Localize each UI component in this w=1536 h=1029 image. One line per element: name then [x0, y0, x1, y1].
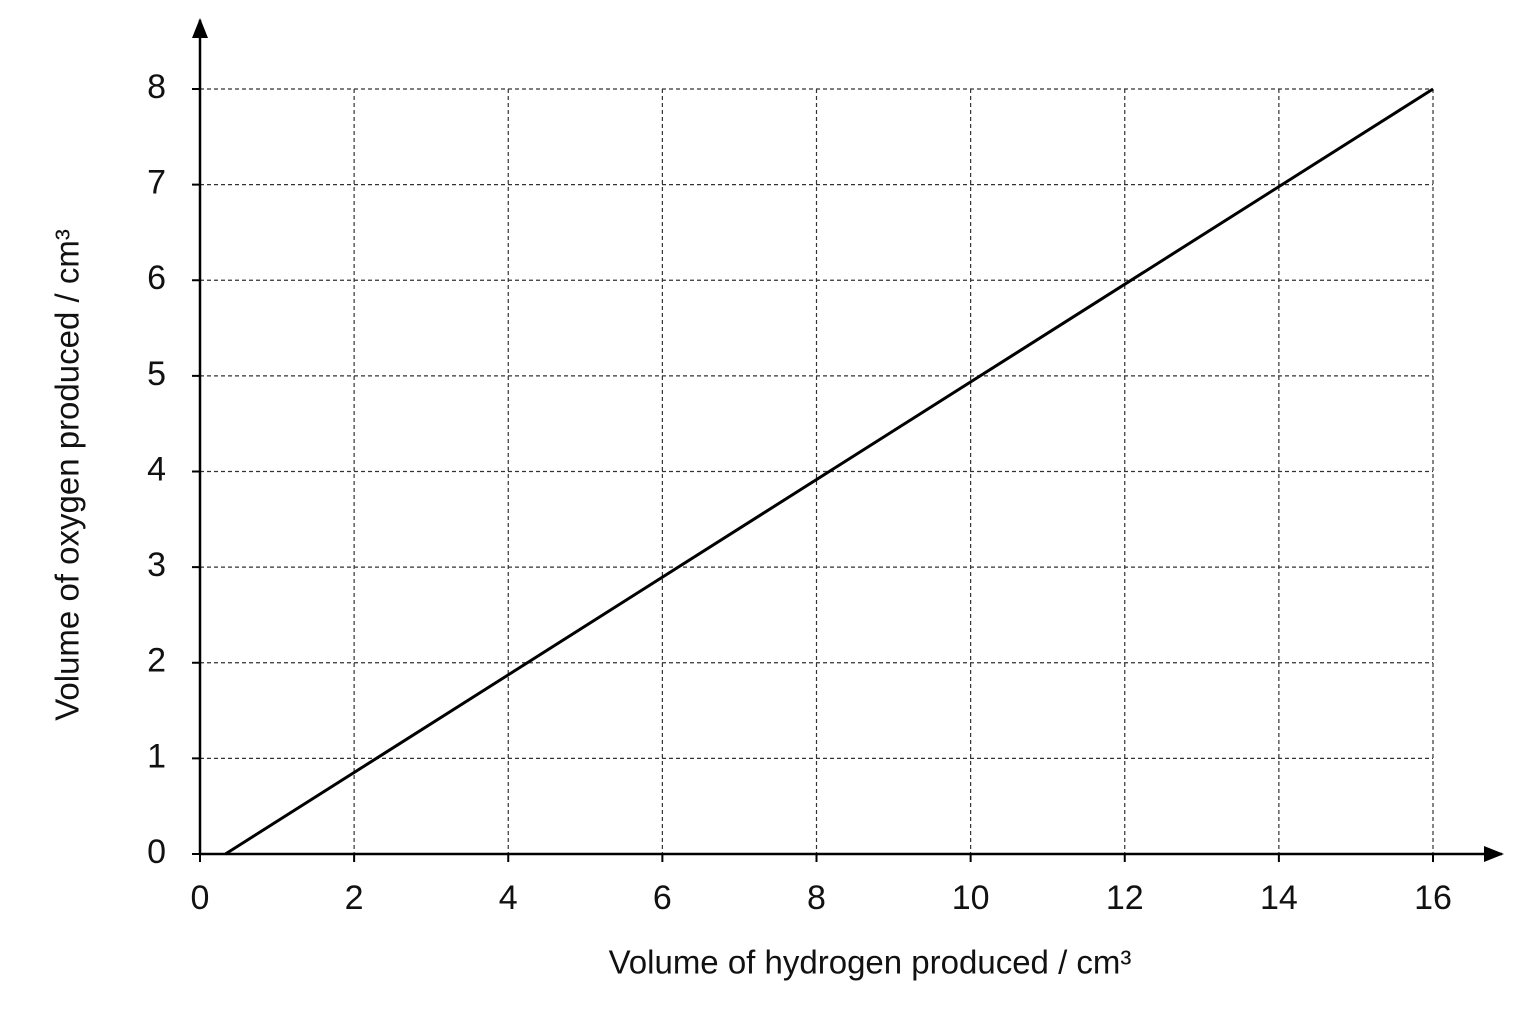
y-tick-label: 3: [147, 546, 166, 584]
data-line: [224, 87, 1434, 856]
x-tick-label: 4: [499, 879, 518, 917]
x-axis-title: Volume of hydrogen produced / cm³: [609, 944, 1132, 981]
y-tick-label: 6: [147, 259, 166, 297]
y-tick-label: 8: [147, 68, 166, 106]
x-tick-label: 10: [952, 879, 990, 917]
x-tick-label: 2: [345, 879, 364, 917]
y-tick-label: 2: [147, 642, 166, 680]
y-tick-label: 7: [147, 164, 166, 202]
y-tick-label: 1: [147, 737, 166, 775]
x-tick-label: 8: [807, 879, 826, 917]
x-tick-label: 14: [1260, 879, 1298, 917]
x-tick-label: 6: [653, 879, 672, 917]
x-tick-label: 16: [1414, 879, 1452, 917]
grid: [200, 88, 1434, 854]
x-tick-label: 12: [1106, 879, 1144, 917]
y-tick-label: 5: [147, 355, 166, 393]
x-tick-label: 0: [191, 879, 210, 917]
y-tick-label: 0: [147, 833, 166, 871]
y-tick-label: 4: [147, 450, 166, 488]
y-axis-title: Volume of oxygen produced / cm³: [49, 229, 86, 721]
